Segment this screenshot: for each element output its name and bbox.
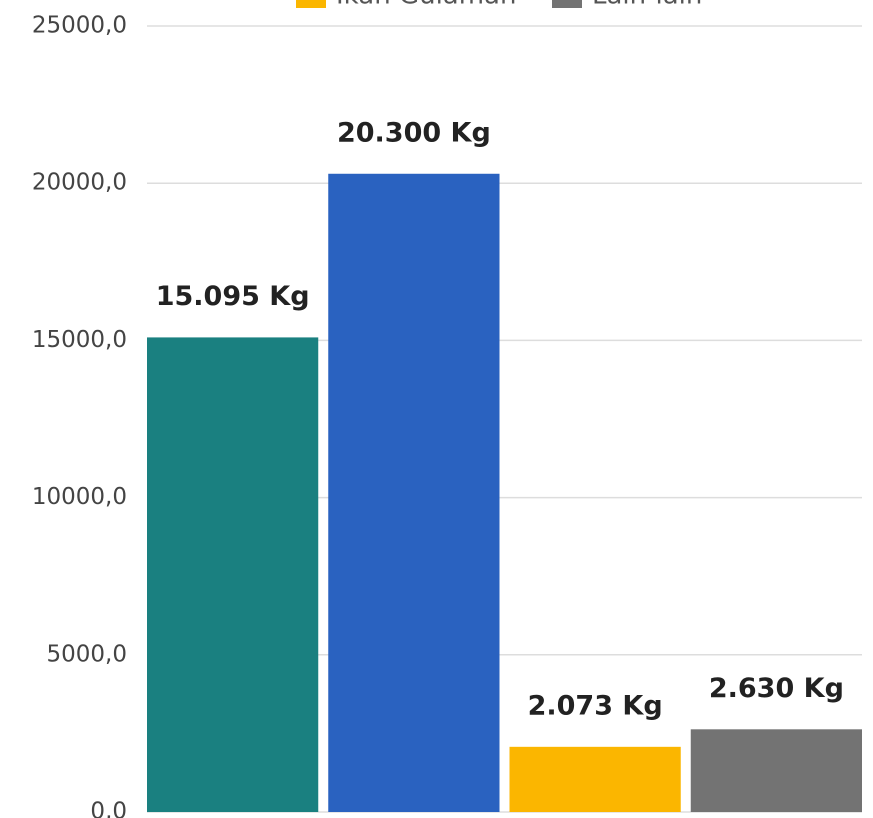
bar bbox=[690, 729, 862, 812]
legend-swatch bbox=[552, 0, 582, 8]
bar bbox=[509, 746, 681, 812]
value-label: 15.095 Kg bbox=[156, 281, 310, 312]
value-label: 2.630 Kg bbox=[709, 673, 844, 704]
value-label: 2.073 Kg bbox=[528, 690, 663, 721]
value-label: 20.300 Kg bbox=[337, 117, 491, 148]
legend-label: Lain-lain bbox=[592, 0, 702, 11]
bar bbox=[328, 173, 500, 812]
bar bbox=[147, 337, 319, 812]
legend-label: Ikan Gulamah bbox=[336, 0, 516, 11]
legend-swatch bbox=[296, 0, 326, 8]
y-tick-label: 10000,0 bbox=[32, 484, 127, 510]
y-tick-label: 0,0 bbox=[90, 799, 127, 818]
y-tick-label: 5000,0 bbox=[47, 641, 127, 667]
y-tick-label: 25000,0 bbox=[32, 13, 127, 39]
y-tick-label: 20000,0 bbox=[32, 170, 127, 196]
y-tick-label: 15000,0 bbox=[32, 327, 127, 353]
